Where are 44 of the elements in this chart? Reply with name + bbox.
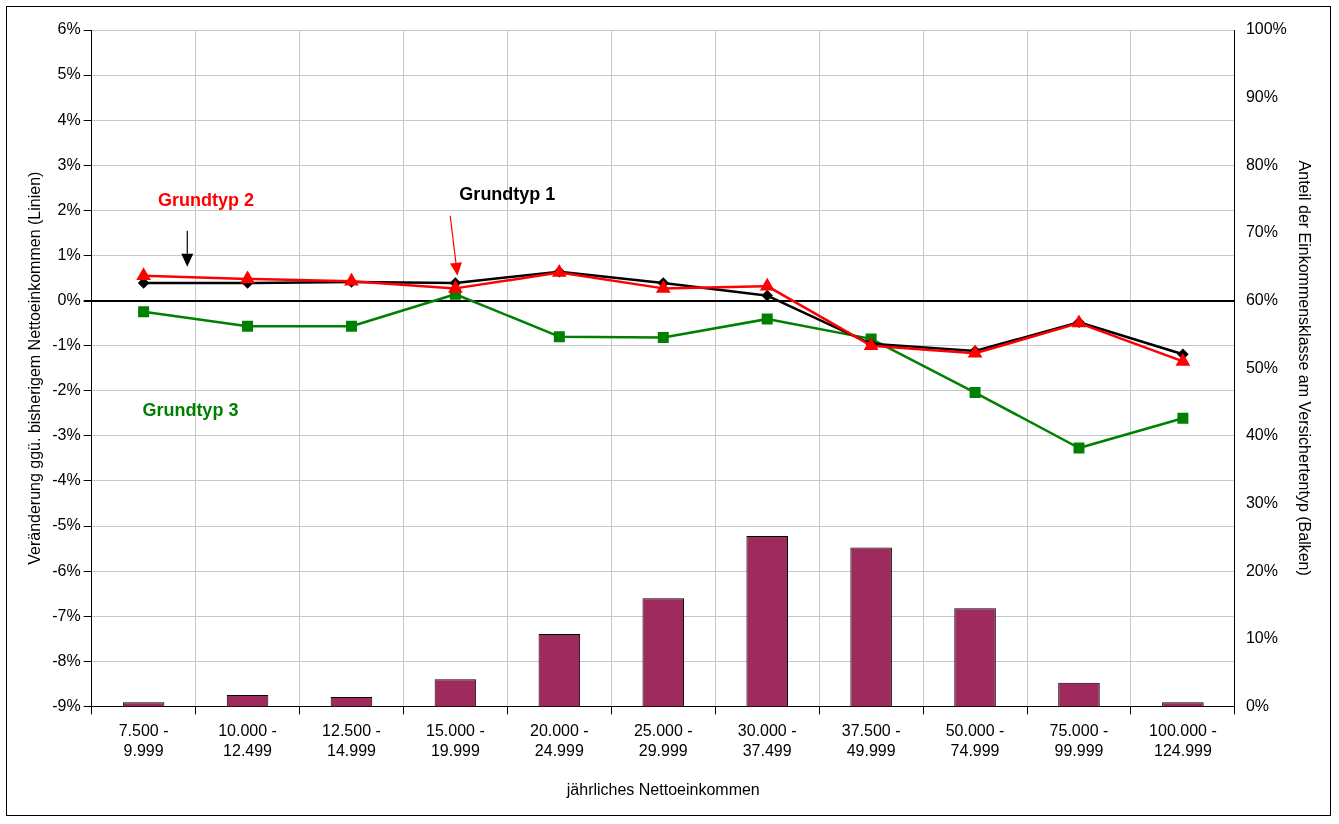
- text: Grundtyp 2: [157, 190, 254, 211]
- x-tick-label: 12.500 - 14.999: [322, 722, 381, 759]
- y2-tick-label: 100%: [1245, 20, 1287, 38]
- y2-tick-label: 10%: [1245, 629, 1278, 647]
- y2-tick-label: 40%: [1245, 426, 1278, 444]
- text: Grundtyp 1: [459, 183, 556, 204]
- y-tick-label: 4%: [57, 110, 81, 128]
- y-tick-label: 0%: [57, 290, 81, 308]
- x-tick-label: 100.000 - 124.999: [1149, 722, 1217, 759]
- y2-axis-title: Anteil der Einkommensklasse am Versichertentyp (Balken): [1295, 160, 1313, 576]
- y2-tick-label: 90%: [1245, 88, 1278, 106]
- x-tick-label: 75.000 - 99.999: [1049, 722, 1109, 759]
- y2-tick-label: 50%: [1245, 358, 1278, 376]
- x-tick-label: 30.000 - 37.499: [737, 722, 797, 759]
- y-tick-label: -3%: [52, 426, 81, 444]
- x-tick-label: 10.000 - 12.499: [218, 722, 277, 759]
- x-tick-label: 50.000 - 74.999: [945, 722, 1005, 759]
- y-tick-label: -8%: [52, 651, 81, 669]
- text: Grundtyp 3: [142, 400, 239, 421]
- x-tick-label: 37.500 - 49.999: [841, 722, 901, 759]
- y-tick-label: -2%: [52, 381, 81, 399]
- y-tick-label: -7%: [52, 606, 81, 624]
- x-axis-title: jährliches Nettoeinkommen: [565, 780, 760, 798]
- y-tick-label: -4%: [52, 471, 81, 489]
- x-tick-label: 7.500 - 9.999: [118, 722, 169, 759]
- y-tick-label: 3%: [57, 155, 81, 173]
- y2-tick-label: 30%: [1245, 493, 1278, 511]
- y2-tick-label: 20%: [1245, 561, 1278, 579]
- y2-tick-label: 80%: [1245, 155, 1278, 173]
- y-tick-label: 1%: [57, 245, 81, 263]
- y2-tick-label: 70%: [1245, 223, 1278, 241]
- x-tick-label: 15.000 - 19.999: [426, 722, 485, 759]
- y2-tick-label: 60%: [1245, 290, 1278, 308]
- y-tick-label: 2%: [57, 200, 81, 218]
- y-tick-label: -1%: [52, 336, 81, 354]
- y-tick-label: 6%: [57, 20, 81, 38]
- y-axis-title: Veränderung ggü. bisherigem Nettoeinkommen (Linien): [26, 171, 44, 565]
- y-tick-label: -9%: [52, 696, 81, 714]
- y-tick-label: 5%: [57, 65, 81, 83]
- y-tick-label: -5%: [52, 516, 81, 534]
- x-tick-label: 25.000 - 29.999: [633, 722, 693, 759]
- y-tick-label: -6%: [52, 561, 81, 579]
- x-tick-label: 20.000 - 24.999: [529, 722, 589, 759]
- y2-tick-label: 0%: [1245, 696, 1269, 714]
